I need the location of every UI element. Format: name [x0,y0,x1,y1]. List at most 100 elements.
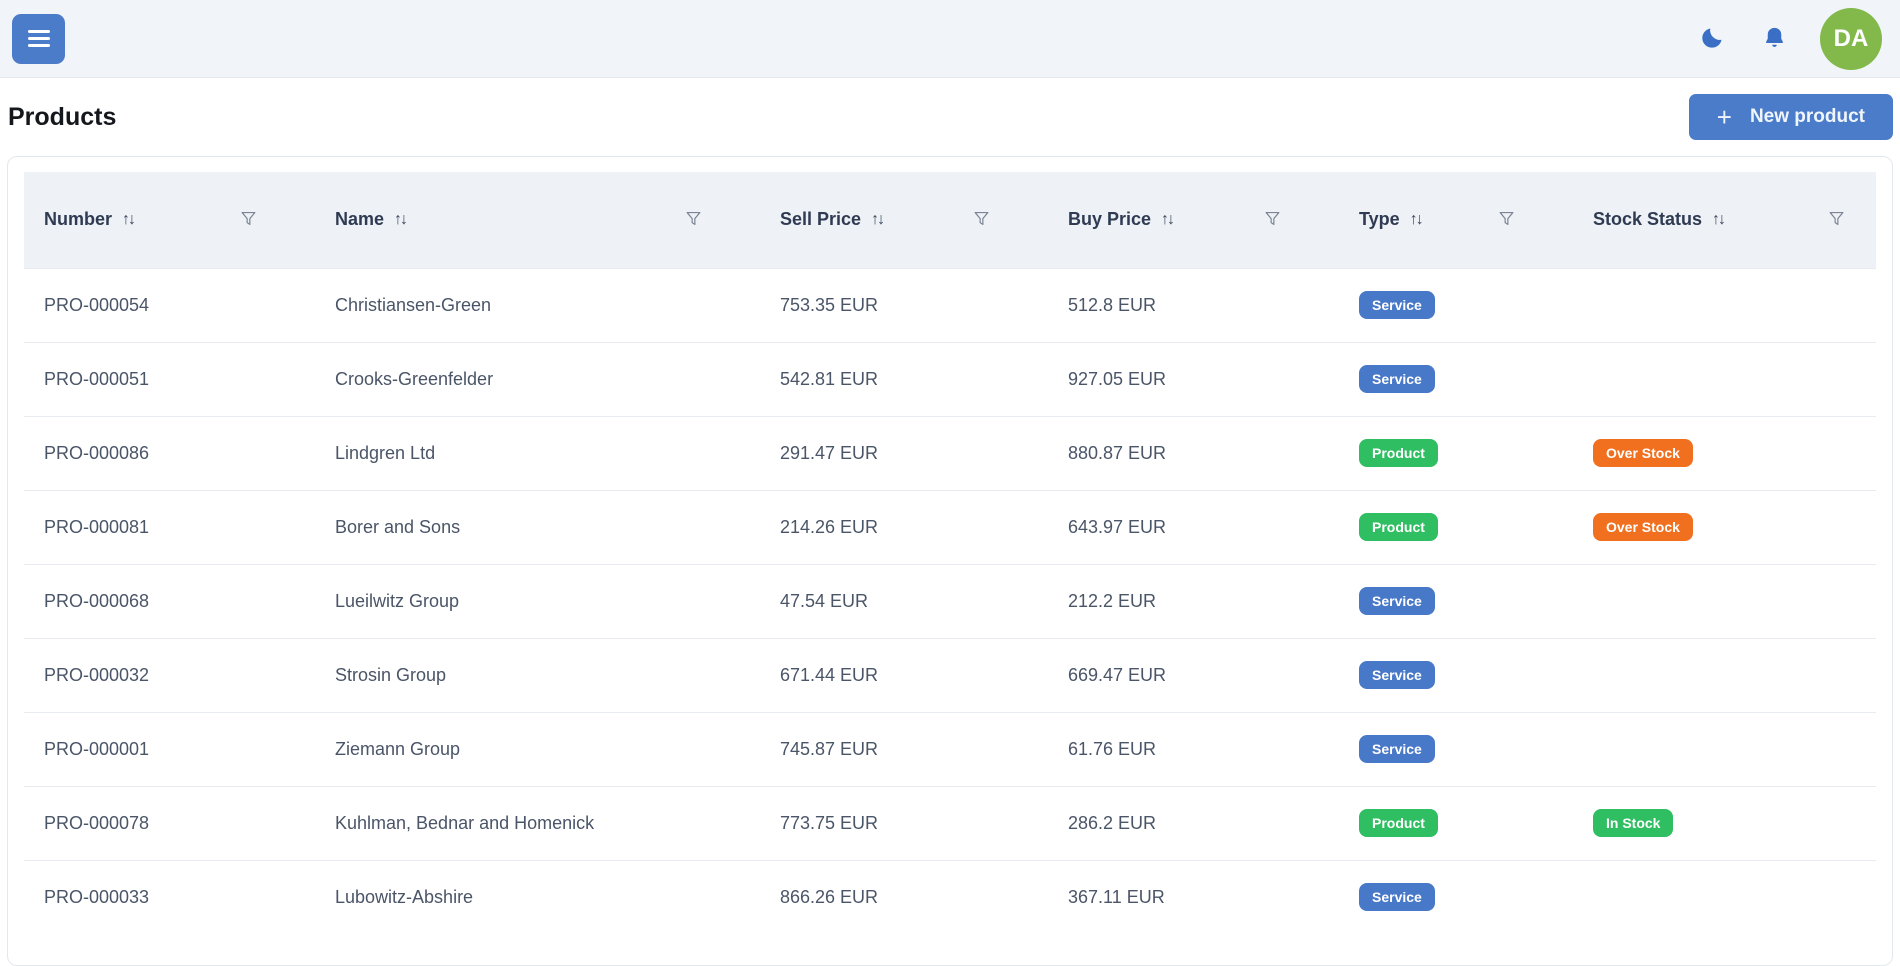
cell-stock-status [1573,341,1876,416]
filter-button[interactable] [970,207,993,233]
cell-type: Product [1339,489,1573,564]
filter-button[interactable] [1261,207,1284,233]
table-row[interactable]: PRO-000086 Lindgren Ltd 291.47 EUR 880.87 E… [24,415,1876,490]
cell-name: Ziemann Group [315,711,760,786]
type-badge: Service [1359,661,1435,689]
filter-button[interactable] [1825,207,1848,233]
cell-sell-price: 291.47 EUR [760,415,1048,490]
sort-toggle[interactable]: Type ↑↓ [1359,209,1424,230]
sort-arrows-icon: ↑↓ [1161,210,1175,228]
cell-sell-price: 773.75 EUR [760,785,1048,860]
table-row[interactable]: PRO-000033 Lubowitz-Abshire 866.26 EUR 367.… [24,859,1876,934]
dark-mode-toggle[interactable] [1694,21,1729,56]
cell-buy-price: 212.2 EUR [1048,563,1339,638]
cell-stock-status: Over Stock [1573,489,1876,564]
table-row[interactable]: PRO-000078 Kuhlman, Bednar and Homenick 77… [24,785,1876,860]
cell-name: Lindgren Ltd [315,415,760,490]
type-badge: Product [1359,439,1438,467]
filter-funnel-icon [684,209,703,231]
cell-sell-price: 745.87 EUR [760,711,1048,786]
type-badge: Service [1359,365,1435,393]
type-badge: Product [1359,809,1438,837]
bell-icon [1766,27,1783,47]
sort-toggle[interactable]: Sell Price ↑↓ [780,209,885,230]
sort-toggle[interactable]: Name ↑↓ [335,209,408,230]
cell-type: Service [1339,341,1573,416]
cell-sell-price: 542.81 EUR [760,341,1048,416]
cell-buy-price: 512.8 EUR [1048,267,1339,342]
new-product-label: New product [1749,106,1865,127]
sort-toggle[interactable]: Number ↑↓ [44,209,136,230]
sort-toggle[interactable]: Buy Price ↑↓ [1068,209,1175,230]
column-header-number: Number ↑↓ [24,172,315,268]
column-header-buy-price: Buy Price ↑↓ [1048,172,1339,268]
cell-type: Service [1339,563,1573,638]
cell-number: PRO-000078 [24,785,315,860]
table-header: Number ↑↓ Name ↑↓ Sell Price ↑↓ Buy Price ↑↓ Typ… [24,172,1876,268]
sort-arrows-icon: ↑↓ [871,210,885,228]
stock-status-badge: Over Stock [1593,513,1693,541]
table-row[interactable]: PRO-000081 Borer and Sons 214.26 EUR 643.97… [24,489,1876,564]
cell-sell-price: 214.26 EUR [760,489,1048,564]
plus-icon: + [1716,102,1732,132]
cell-buy-price: 927.05 EUR [1048,341,1339,416]
cell-name: Borer and Sons [315,489,760,564]
column-header-type: Type ↑↓ [1339,172,1573,268]
filter-funnel-icon [239,209,258,231]
sort-arrows-icon: ↑↓ [1409,210,1424,228]
type-badge: Product [1359,513,1438,541]
filter-funnel-icon [1827,209,1846,231]
cell-buy-price: 367.11 EUR [1048,859,1339,934]
filter-funnel-icon [972,209,991,231]
table-row[interactable]: PRO-000051 Crooks-Greenfelder 542.81 EUR 92… [24,341,1876,416]
cell-stock-status [1573,637,1876,712]
cell-type: Product [1339,785,1573,860]
cell-type: Service [1339,711,1573,786]
cell-sell-price: 753.35 EUR [760,267,1048,342]
column-header-stock-status: Stock Status ↑↓ [1573,172,1876,268]
table-row[interactable]: PRO-000054 Christiansen-Green 753.35 EUR 51… [24,267,1876,342]
new-product-button[interactable]: + New product [1688,94,1893,140]
cell-stock-status [1573,711,1876,786]
page-header: Products + New product [0,78,1900,156]
cell-name: Crooks-Greenfelder [315,341,760,416]
filter-button[interactable] [237,207,260,233]
column-label: Buy Price [1068,209,1152,230]
column-label: Number [44,209,113,230]
cell-buy-price: 880.87 EUR [1048,415,1339,490]
filter-funnel-icon [1263,209,1282,231]
cell-stock-status [1573,267,1876,342]
type-badge: Service [1359,291,1435,319]
cell-type: Service [1339,859,1573,934]
table-row[interactable]: PRO-000032 Strosin Group 671.44 EUR 669.47 … [24,637,1876,712]
topbar: DA [0,0,1900,78]
notifications-button[interactable] [1757,21,1792,56]
type-badge: Service [1359,735,1435,763]
avatar[interactable]: DA [1820,7,1882,70]
sort-toggle[interactable]: Stock Status ↑↓ [1593,209,1726,230]
cell-number: PRO-000068 [24,563,315,638]
products-table: Number ↑↓ Name ↑↓ Sell Price ↑↓ Buy Price ↑↓ Typ… [24,172,1876,934]
filter-button[interactable] [682,207,705,233]
menu-button[interactable] [12,13,65,64]
table-row[interactable]: PRO-000068 Lueilwitz Group 47.54 EUR 212.2 … [24,563,1876,638]
stock-status-badge: Over Stock [1593,439,1693,467]
cell-stock-status: In Stock [1573,785,1876,860]
type-badge: Service [1359,883,1435,912]
column-label: Stock Status [1593,209,1703,230]
cell-buy-price: 286.2 EUR [1048,785,1339,860]
cell-buy-price: 643.97 EUR [1048,489,1339,564]
cell-stock-status: Over Stock [1573,415,1876,490]
stock-status-badge: In Stock [1593,809,1674,837]
cell-number: PRO-000032 [24,637,315,712]
cell-type: Service [1339,267,1573,342]
cell-name: Kuhlman, Bednar and Homenick [315,785,760,860]
cell-number: PRO-000054 [24,267,315,342]
column-label: Sell Price [780,209,862,230]
column-label: Name [335,209,385,230]
cell-number: PRO-000081 [24,489,315,564]
cell-name: Strosin Group [315,637,760,712]
table-row[interactable]: PRO-000001 Ziemann Group 745.87 EUR 61.76 E… [24,711,1876,786]
filter-button[interactable] [1495,207,1518,233]
cell-number: PRO-000001 [24,711,315,786]
